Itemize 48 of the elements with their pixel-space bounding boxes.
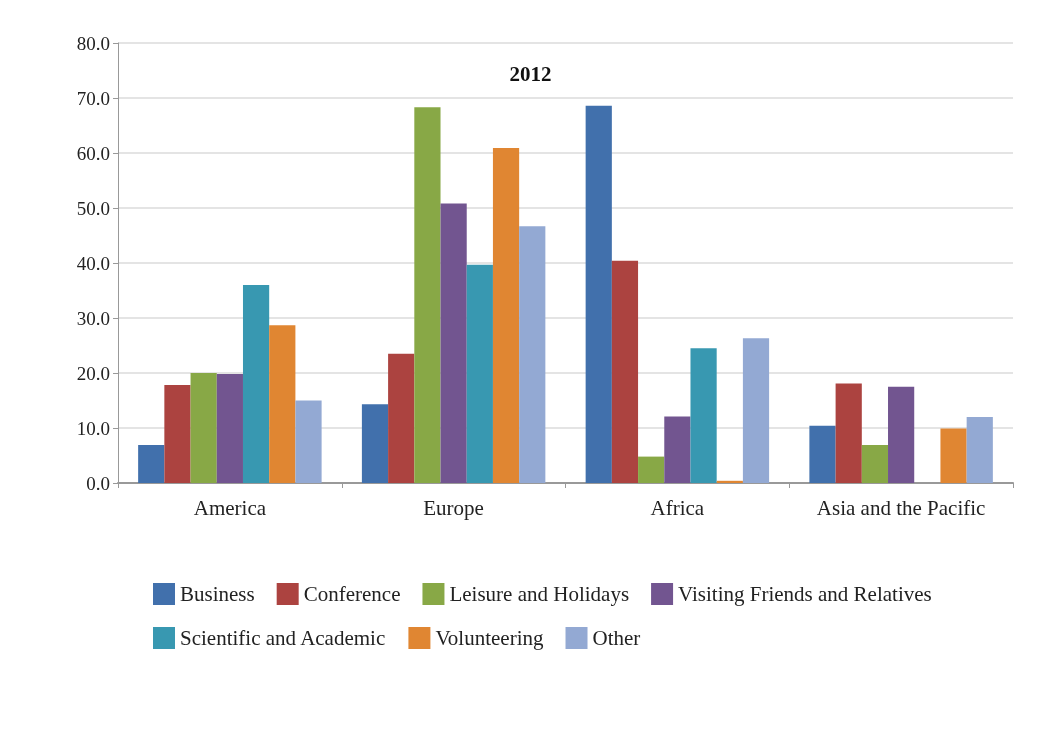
y-tick-label: 70.0 (76, 87, 110, 109)
legend-label: Scientific and Academic (180, 626, 386, 650)
bar (888, 386, 915, 483)
y-tick-label: 60.0 (76, 142, 110, 164)
bar (809, 425, 836, 483)
bar (611, 260, 639, 483)
y-tick-label: 30.0 (76, 307, 110, 329)
bar (716, 480, 743, 483)
bar (835, 383, 862, 483)
y-tick-label: 50.0 (76, 197, 110, 219)
bar (492, 148, 520, 483)
legend-label: Leisure and Holidays (449, 582, 630, 606)
legend-label: Volunteering (435, 626, 545, 650)
bar (966, 417, 993, 483)
x-tick-label: America (193, 495, 267, 520)
bar (361, 404, 389, 483)
bar (742, 338, 770, 483)
legend-label: Conference (303, 582, 401, 606)
text: 2012 (509, 61, 552, 86)
bar (388, 353, 415, 483)
bar (585, 105, 612, 483)
bar (940, 428, 967, 483)
legend-label: Business (180, 582, 255, 606)
bar (269, 325, 296, 483)
bar (519, 226, 546, 483)
bar (414, 107, 441, 483)
x-tick-label: Africa (650, 495, 705, 520)
bar (690, 348, 717, 483)
y-tick-label: 80.0 (76, 32, 110, 54)
y-tick-label: 20.0 (76, 362, 110, 384)
bar (164, 385, 191, 483)
y-tick-label: 0.0 (86, 472, 110, 494)
bar (138, 445, 165, 483)
y-tick-label: 40.0 (76, 252, 110, 274)
bar (664, 416, 691, 483)
legend-label: Visiting Friends and Relatives (678, 582, 932, 606)
bar (861, 445, 889, 483)
bar (466, 264, 493, 483)
bar (242, 285, 270, 483)
legend-label: Other (592, 626, 641, 650)
x-tick-label: Europe (423, 495, 484, 520)
bar (638, 456, 665, 483)
bar (190, 373, 217, 483)
y-tick-label: 10.0 (76, 417, 110, 439)
bar (440, 203, 467, 483)
bar (216, 374, 243, 483)
x-tick-label: Asia and the Pacific (816, 495, 986, 520)
bar (295, 400, 322, 483)
